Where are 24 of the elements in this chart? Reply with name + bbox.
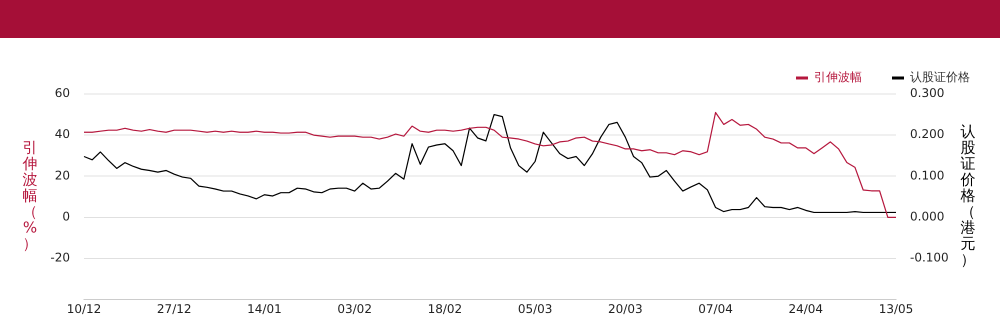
y-tick-label: 0 <box>62 209 70 224</box>
y-tick-label: -20 <box>50 250 70 265</box>
x-tick-label: 13/05 <box>878 302 914 316</box>
x-tick-label: 27/12 <box>156 302 192 316</box>
x-tick-label: 03/02 <box>337 302 372 316</box>
y2-tick-label: 0.000 <box>910 209 944 224</box>
x-tick-label: 10/12 <box>66 302 102 316</box>
x-tick-label: 18/02 <box>428 302 462 316</box>
x-tick-label: 07/04 <box>698 302 733 316</box>
y-tick-label: 60 <box>54 86 70 100</box>
y-tick-label: 20 <box>54 168 70 182</box>
y2-tick-label: 0.300 <box>910 86 944 100</box>
x-tick-label: 24/04 <box>788 302 824 316</box>
y-axis-title: 引伸波幅（%） <box>22 138 38 253</box>
y2-tick-label: 0.200 <box>910 127 944 142</box>
text: 认股证价格（港元） <box>960 122 976 269</box>
x-tick-label: 14/01 <box>247 302 282 316</box>
y-tick-label: 40 <box>54 127 70 142</box>
x-tick-label: 05/03 <box>518 302 552 316</box>
y2-tick-label: 0.100 <box>910 168 944 182</box>
x-tick-label: 20/03 <box>608 302 643 316</box>
legend-label: 引伸波幅 <box>814 70 862 84</box>
y2-tick-label: -0.100 <box>910 250 949 265</box>
legend-label: 认股证价格 <box>910 70 970 84</box>
